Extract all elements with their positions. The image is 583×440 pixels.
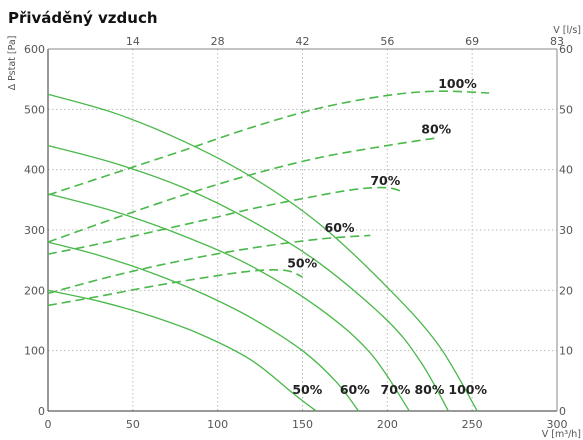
- grid: [48, 48, 557, 411]
- y-tick-label: 200: [24, 284, 45, 297]
- power-curve-80: [47, 136, 439, 243]
- power-curve-70: [47, 186, 405, 255]
- right-tick-label: 50: [559, 103, 573, 116]
- pressure-curve-label: 70%: [381, 382, 411, 397]
- y-tick-label: 300: [24, 224, 45, 237]
- x-tick-label: 250: [462, 418, 483, 431]
- y-tick-label: 500: [24, 103, 45, 116]
- pressure-curve-80: [47, 144, 449, 412]
- top-tick-label: 14: [126, 35, 140, 48]
- x-axis-title: V [m³/h]: [542, 429, 581, 440]
- pressure-curve-label: 80%: [414, 382, 444, 397]
- x-tick-label: 150: [292, 418, 313, 431]
- power-curve-60: [47, 234, 371, 295]
- right-tick-label: 0: [559, 405, 566, 418]
- pressure-curve-50: [47, 289, 317, 412]
- labels: 100%80%70%60%50%50% 60% 70% 80% 100%: [287, 76, 487, 397]
- power-curve-label: 50%: [287, 255, 317, 270]
- pressure-curve-60: [47, 241, 360, 412]
- right-tick-label: 40: [559, 164, 573, 177]
- right-tick-label: 30: [559, 224, 573, 237]
- power-curve-label: 70%: [370, 173, 400, 188]
- top-tick-label: 28: [211, 35, 225, 48]
- power-curve-label: 100%: [438, 76, 477, 91]
- top-tick-label: 42: [296, 35, 310, 48]
- curves: [47, 90, 490, 412]
- chart-title: Přiváděný vzduch: [8, 9, 158, 27]
- x-tick-label: 0: [45, 418, 52, 431]
- x-tick-label: 100: [207, 418, 228, 431]
- y-tick-label: 400: [24, 164, 45, 177]
- power-curve-50: [47, 269, 303, 307]
- y-axis-title: Δ Pstat [Pa]: [7, 36, 18, 91]
- x-tick-label: 300: [547, 418, 568, 431]
- right-tick-label: 60: [559, 43, 573, 56]
- y-tick-label: 100: [24, 345, 45, 358]
- pressure-curve-label: 100%: [448, 382, 487, 397]
- top-tick-label: 56: [380, 35, 394, 48]
- y-tick-label: 0: [38, 405, 45, 418]
- x-tick-label: 50: [126, 418, 140, 431]
- y-tick-label: 600: [24, 43, 45, 56]
- power-curve-100: [47, 90, 490, 196]
- pressure-curve-label: 60%: [340, 382, 370, 397]
- power-curve-label: 80%: [421, 121, 451, 136]
- pressure-curve-70: [47, 193, 410, 412]
- top-tick-label: 83: [550, 35, 564, 48]
- power-curve-label: 60%: [325, 220, 355, 235]
- axes: [47, 48, 558, 412]
- right-tick-label: 10: [559, 345, 573, 358]
- right-tick-label: 20: [559, 284, 573, 297]
- top-tick-label: 69: [465, 35, 479, 48]
- x-tick-label: 200: [377, 418, 398, 431]
- pressure-curve-label: 50%: [292, 382, 322, 397]
- top-axis-title: V [l/s]: [553, 25, 581, 36]
